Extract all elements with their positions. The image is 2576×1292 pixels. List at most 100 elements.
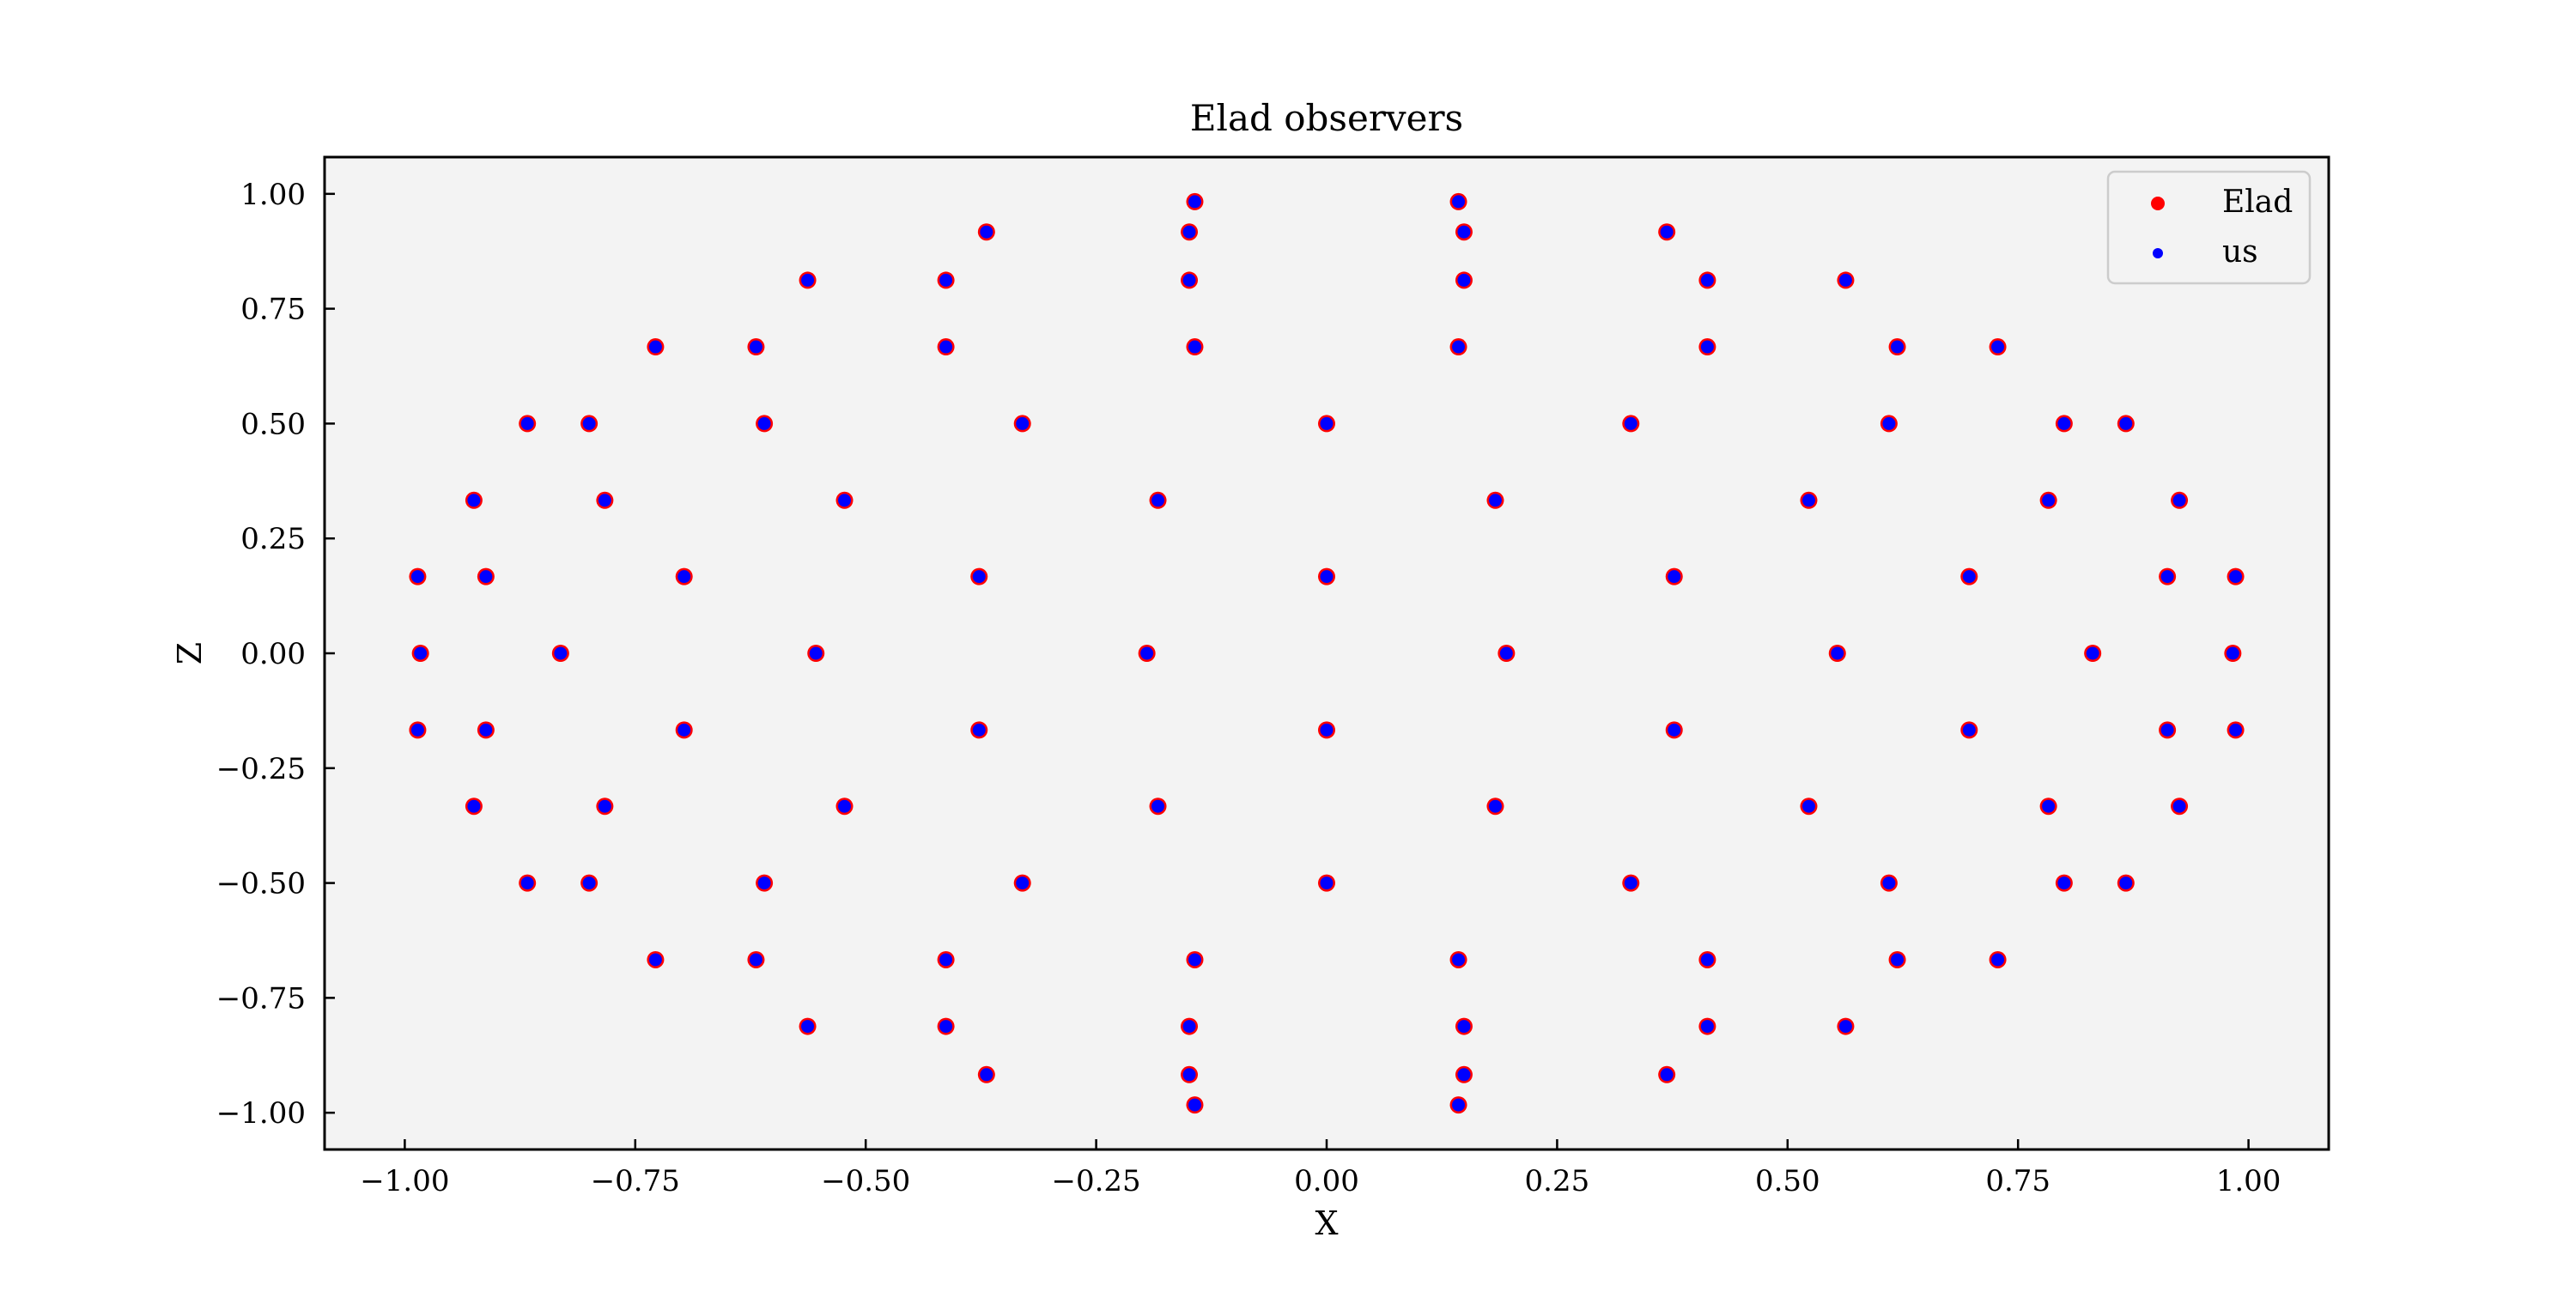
- point-us: [648, 953, 662, 967]
- chart-title: Elad observers: [1190, 97, 1463, 139]
- y-tick-label: 0.75: [240, 293, 306, 327]
- point-us: [1838, 1020, 1852, 1034]
- point-us: [939, 340, 953, 354]
- point-us: [2160, 570, 2174, 584]
- point-us: [809, 646, 823, 660]
- point-us: [520, 876, 534, 890]
- point-us: [980, 1068, 993, 1082]
- x-tick-label: 0.25: [1525, 1164, 1590, 1198]
- x-tick-label: −0.75: [591, 1164, 680, 1198]
- y-tick-label: 1.00: [240, 178, 306, 212]
- point-us: [677, 723, 691, 737]
- point-us: [980, 225, 993, 239]
- point-us: [1991, 953, 2005, 967]
- x-tick-label: 0.75: [1985, 1164, 2050, 1198]
- point-us: [648, 340, 662, 354]
- y-tick-label: 0.00: [240, 637, 306, 671]
- point-us: [1188, 1098, 1201, 1112]
- point-us: [1016, 416, 1030, 430]
- point-us: [1891, 953, 1905, 967]
- point-us: [582, 416, 596, 430]
- point-us: [749, 340, 762, 354]
- point-us: [757, 416, 771, 430]
- point-us: [1624, 416, 1637, 430]
- point-us: [939, 953, 953, 967]
- y-tick-label: 0.25: [240, 522, 306, 556]
- point-us: [2172, 494, 2186, 507]
- point-us: [582, 876, 596, 890]
- point-us: [1700, 953, 1714, 967]
- point-us: [1151, 799, 1165, 813]
- y-tick-label: −0.50: [216, 867, 306, 901]
- point-us: [1452, 953, 1466, 967]
- legend-marker-elad: [2151, 197, 2165, 210]
- point-us: [2119, 416, 2133, 430]
- plot-area: [325, 157, 2329, 1149]
- point-us: [2229, 723, 2243, 737]
- point-us: [2229, 570, 2243, 584]
- legend-label-elad: Elad: [2222, 185, 2293, 220]
- point-us: [1452, 1098, 1466, 1112]
- point-us: [1452, 340, 1466, 354]
- point-us: [1838, 273, 1852, 287]
- x-axis-title: X: [1315, 1204, 1338, 1242]
- point-us: [1499, 646, 1513, 660]
- point-us: [801, 1020, 815, 1034]
- point-us: [2086, 646, 2099, 660]
- point-us: [1668, 723, 1681, 737]
- point-us: [838, 494, 852, 507]
- point-us: [2042, 799, 2056, 813]
- point-us: [1801, 799, 1815, 813]
- point-us: [479, 723, 493, 737]
- point-us: [1182, 1020, 1196, 1034]
- point-us: [2226, 646, 2239, 660]
- point-us: [554, 646, 568, 660]
- x-tick-label: −0.25: [1051, 1164, 1140, 1198]
- y-tick-label: −1.00: [216, 1096, 306, 1131]
- point-us: [972, 723, 986, 737]
- point-us: [1882, 416, 1896, 430]
- x-tick-label: −1.00: [360, 1164, 449, 1198]
- points-layer: [409, 192, 2245, 1114]
- point-us: [520, 416, 534, 430]
- point-us: [2042, 494, 2056, 507]
- point-us: [2057, 416, 2071, 430]
- point-us: [1891, 340, 1905, 354]
- point-us: [1151, 494, 1165, 507]
- point-us: [1182, 1068, 1196, 1082]
- point-us: [838, 799, 852, 813]
- x-tick-label: 0.00: [1294, 1164, 1359, 1198]
- y-axis-title: Z: [171, 642, 209, 664]
- point-us: [972, 570, 986, 584]
- point-us: [1962, 570, 1976, 584]
- point-us: [1457, 273, 1471, 287]
- point-us: [1700, 1020, 1714, 1034]
- point-us: [1457, 1068, 1471, 1082]
- y-tick-label: −0.25: [216, 752, 306, 786]
- legend: Elad us: [2106, 170, 2312, 285]
- point-us: [1320, 876, 1334, 890]
- point-us: [1962, 723, 1976, 737]
- point-us: [1457, 1020, 1471, 1034]
- point-us: [1488, 799, 1502, 813]
- point-us: [479, 570, 493, 584]
- x-axis: −1.00 −0.75 −0.50 −0.25 0.00 0.25 0.50 0.75 1.00: [360, 1139, 2281, 1198]
- point-us: [1140, 646, 1154, 660]
- point-us: [749, 953, 762, 967]
- point-us: [410, 723, 424, 737]
- point-us: [1457, 225, 1471, 239]
- point-us: [414, 646, 428, 660]
- point-us: [2172, 799, 2186, 813]
- point-us: [1488, 494, 1502, 507]
- point-us: [2160, 723, 2174, 737]
- point-us: [757, 876, 771, 890]
- point-us: [410, 570, 424, 584]
- y-tick-label: 0.50: [240, 407, 306, 441]
- point-us: [1188, 340, 1201, 354]
- point-us: [1320, 723, 1334, 737]
- point-us: [1182, 225, 1196, 239]
- point-us: [1188, 953, 1201, 967]
- point-us: [1624, 876, 1637, 890]
- point-us: [1320, 416, 1334, 430]
- x-tick-label: −0.50: [821, 1164, 910, 1198]
